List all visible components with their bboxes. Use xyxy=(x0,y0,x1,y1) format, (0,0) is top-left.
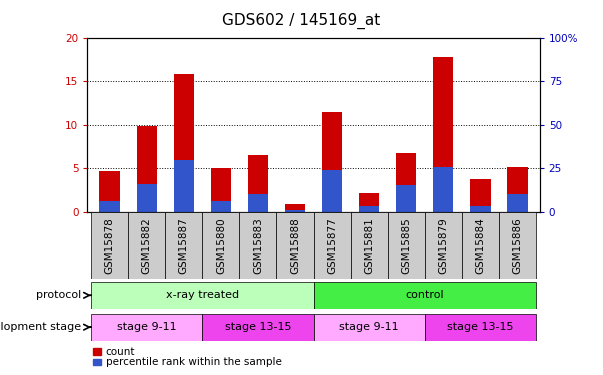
Bar xyxy=(470,179,491,212)
Bar xyxy=(285,204,305,212)
Bar xyxy=(433,166,453,212)
Text: stage 9-11: stage 9-11 xyxy=(339,322,399,332)
Text: GSM15878: GSM15878 xyxy=(105,217,115,274)
Bar xyxy=(203,314,314,340)
Bar xyxy=(350,212,388,279)
Text: GSM15885: GSM15885 xyxy=(401,217,411,274)
Text: stage 13-15: stage 13-15 xyxy=(447,322,514,332)
Bar xyxy=(203,212,239,279)
Bar xyxy=(248,155,268,212)
Bar xyxy=(314,282,536,309)
Text: GSM15877: GSM15877 xyxy=(327,217,337,274)
Bar xyxy=(165,212,203,279)
Text: GSM15886: GSM15886 xyxy=(513,217,522,274)
Bar xyxy=(499,212,536,279)
Bar xyxy=(507,194,528,212)
Text: GSM15882: GSM15882 xyxy=(142,217,152,274)
Bar xyxy=(314,212,350,279)
Text: GSM15880: GSM15880 xyxy=(216,217,226,274)
Bar xyxy=(91,314,203,340)
Bar xyxy=(99,171,120,212)
Bar xyxy=(425,314,536,340)
Text: GDS602 / 145169_at: GDS602 / 145169_at xyxy=(223,13,380,29)
Bar xyxy=(91,212,128,279)
Bar xyxy=(322,170,343,212)
Text: count: count xyxy=(106,346,135,357)
Bar xyxy=(314,314,425,340)
Bar xyxy=(136,126,157,212)
Text: GSM15879: GSM15879 xyxy=(438,217,448,274)
Bar xyxy=(99,201,120,212)
Text: protocol: protocol xyxy=(36,290,84,300)
Text: control: control xyxy=(405,290,444,300)
Bar xyxy=(507,166,528,212)
Text: stage 13-15: stage 13-15 xyxy=(225,322,291,332)
Bar xyxy=(174,160,194,212)
Text: percentile rank within the sample: percentile rank within the sample xyxy=(106,357,282,367)
Text: development stage: development stage xyxy=(0,322,84,332)
Bar xyxy=(285,210,305,212)
Text: GSM15884: GSM15884 xyxy=(475,217,485,274)
Bar xyxy=(248,194,268,212)
Bar xyxy=(425,212,462,279)
Text: x-ray treated: x-ray treated xyxy=(166,290,239,300)
Bar xyxy=(239,212,277,279)
Bar xyxy=(433,57,453,212)
Bar xyxy=(359,193,379,212)
Text: GSM15883: GSM15883 xyxy=(253,217,263,274)
Bar xyxy=(462,212,499,279)
Bar xyxy=(359,206,379,212)
Bar xyxy=(277,212,314,279)
Bar xyxy=(470,206,491,212)
Text: GSM15887: GSM15887 xyxy=(179,217,189,274)
Bar xyxy=(396,185,417,212)
Bar xyxy=(210,201,231,212)
Bar xyxy=(136,184,157,212)
Text: GSM15881: GSM15881 xyxy=(364,217,374,274)
Bar xyxy=(174,74,194,212)
Bar xyxy=(322,112,343,212)
Text: stage 9-11: stage 9-11 xyxy=(117,322,177,332)
Bar xyxy=(91,282,314,309)
Bar xyxy=(128,212,165,279)
Bar xyxy=(388,212,425,279)
Bar xyxy=(396,153,417,212)
Bar xyxy=(210,168,231,212)
Text: GSM15888: GSM15888 xyxy=(290,217,300,274)
